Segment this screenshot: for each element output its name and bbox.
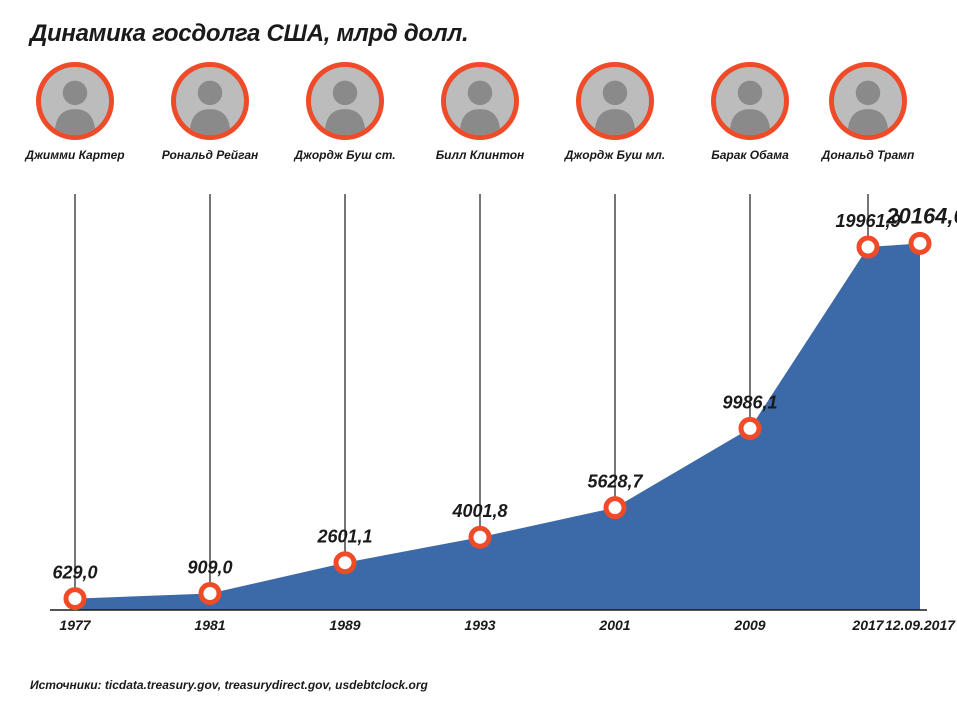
- value-label-3: 4001,8: [451, 501, 507, 521]
- data-marker-3: [471, 528, 489, 546]
- value-label-7: 20164,6: [885, 203, 957, 228]
- source-text: Источники: ticdata.treasury.gov, treasur…: [30, 678, 428, 692]
- value-label-5: 9986,1: [722, 392, 777, 412]
- president-3: Билл Клинтон: [420, 62, 540, 162]
- president-label-0: Джимми Картер: [25, 148, 124, 162]
- data-marker-6: [859, 238, 877, 256]
- portrait-placeholder-icon: [176, 67, 244, 135]
- value-label-1: 909,0: [187, 557, 232, 577]
- president-1: Рональд Рейган: [150, 62, 270, 162]
- president-label-4: Джордж Буш мл.: [565, 148, 665, 162]
- president-4: Джордж Буш мл.: [555, 62, 675, 162]
- area-fill: [75, 243, 920, 610]
- data-marker-4: [606, 499, 624, 517]
- president-label-2: Джордж Буш ст.: [294, 148, 395, 162]
- portrait-placeholder-icon: [311, 67, 379, 135]
- data-marker-5: [741, 419, 759, 437]
- president-6: Дональд Трамп: [808, 62, 928, 162]
- president-portrait-1: [171, 62, 249, 140]
- x-label-4: 2001: [598, 617, 630, 633]
- area-chart-svg: 629,0 1977 909,0 1981 2601,1 1989 4001,8 1993 56…: [30, 200, 927, 640]
- president-portrait-5: [711, 62, 789, 140]
- president-2: Джордж Буш ст.: [285, 62, 405, 162]
- president-portrait-0: [36, 62, 114, 140]
- presidents-row: Джимми Картер Рональд Рейган Джордж Буш …: [30, 62, 927, 192]
- data-marker-1: [201, 584, 219, 602]
- data-marker-7: [911, 234, 929, 252]
- x-label-5: 2009: [733, 617, 765, 633]
- president-portrait-2: [306, 62, 384, 140]
- president-0: Джимми Картер: [15, 62, 135, 162]
- portrait-placeholder-icon: [446, 67, 514, 135]
- president-label-6: Дональд Трамп: [822, 148, 915, 162]
- president-label-1: Рональд Рейган: [162, 148, 259, 162]
- data-marker-2: [336, 554, 354, 572]
- x-label-6: 2017: [851, 617, 884, 633]
- x-label-7: 12.09.2017: [885, 617, 956, 633]
- data-marker-0: [66, 590, 84, 608]
- chart-title: Динамика госдолга США, млрд долл.: [30, 20, 927, 48]
- chart-area: 629,0 1977 909,0 1981 2601,1 1989 4001,8 1993 56…: [30, 200, 927, 640]
- president-label-5: Барак Обама: [711, 148, 789, 162]
- portrait-placeholder-icon: [716, 67, 784, 135]
- x-label-1: 1981: [194, 617, 225, 633]
- president-portrait-4: [576, 62, 654, 140]
- value-label-4: 5628,7: [587, 472, 643, 492]
- portrait-placeholder-icon: [41, 67, 109, 135]
- president-portrait-6: [829, 62, 907, 140]
- x-label-0: 1977: [59, 617, 91, 633]
- x-label-3: 1993: [464, 617, 495, 633]
- portrait-placeholder-icon: [834, 67, 902, 135]
- president-portrait-3: [441, 62, 519, 140]
- president-5: Барак Обама: [690, 62, 810, 162]
- president-label-3: Билл Клинтон: [436, 148, 525, 162]
- portrait-placeholder-icon: [581, 67, 649, 135]
- infographic-container: Динамика госдолга США, млрд долл. Джимми…: [0, 0, 957, 710]
- value-label-2: 2601,1: [316, 527, 372, 547]
- x-label-2: 1989: [329, 617, 360, 633]
- value-label-0: 629,0: [52, 563, 97, 583]
